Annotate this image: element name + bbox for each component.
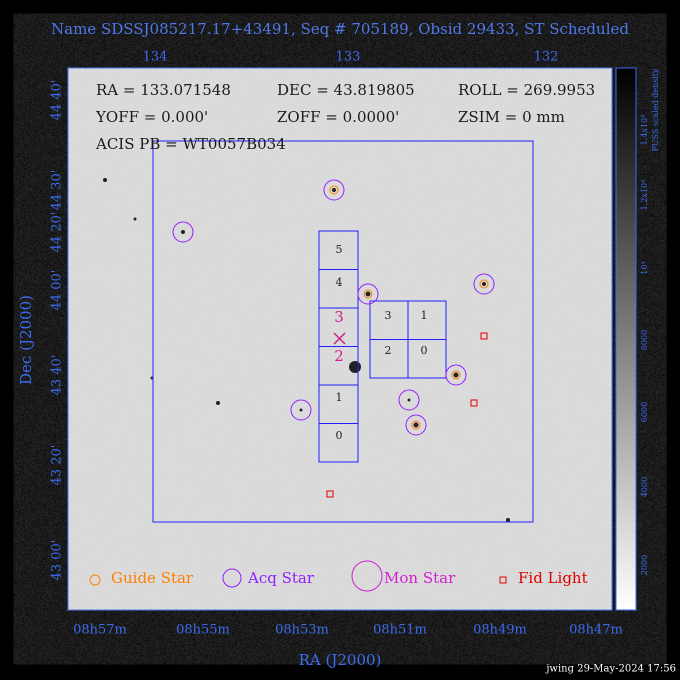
info-text: ACIS PB = WT0057B034 [95, 135, 286, 153]
left-tick-label: 44 40' [50, 80, 65, 121]
markers [89, 179, 507, 592]
info-text: DEC = 43.819805 [277, 81, 415, 99]
x-axis-title: RA (J2000) [299, 651, 382, 669]
ccds [318, 230, 447, 463]
bottom-tick-label: 08h55m [176, 623, 230, 638]
y-axis-title: Dec (J2000) [17, 295, 35, 385]
info-text: YOFF = 0.000' [95, 108, 208, 126]
top-tick-label: 133 [336, 50, 361, 65]
left-tick-label: 44 00' [50, 270, 65, 311]
left-tick-label: 44 20' [50, 212, 65, 253]
info-text: ZSIM = 0 mm [458, 108, 565, 126]
ccd-label: 0 [336, 429, 343, 442]
footer: jwing 29-May-2024 17:56 [545, 664, 676, 675]
legend-label: Guide Star [111, 569, 194, 587]
ccd-label: 4 [336, 276, 343, 289]
colorbar [615, 67, 637, 611]
colorbar-label: 1.4x10⁴ [640, 115, 649, 146]
ccd-label: 0 [421, 344, 428, 357]
colorbar-title: PUSS scaled density [651, 68, 660, 152]
left-tick-label: 43 40' [50, 355, 65, 396]
colorbar-label: 8000 [640, 330, 649, 350]
colorbar-label: 4000 [640, 477, 649, 497]
ccd-label: 1 [421, 309, 428, 322]
info-text: ROLL = 269.9953 [458, 81, 595, 99]
bottom-tick-label: 08h47m [569, 623, 623, 638]
bottom-tick-label: 08h57m [73, 623, 127, 638]
left-tick-label: 43 00' [50, 540, 65, 581]
info-text: ZOFF = 0.0000' [277, 108, 399, 126]
bottom-tick-label: 08h49m [473, 623, 527, 638]
ccd-label: 5 [336, 243, 343, 256]
colorbar-label: 6000 [640, 402, 649, 422]
colorbar-label: 10⁴ [640, 261, 649, 274]
ccd-label: 2 [385, 344, 392, 357]
legend-label: Mon Star [384, 569, 456, 587]
top-tick-label: 134 [143, 50, 168, 65]
info-text: RA = 133.071548 [96, 81, 231, 99]
title: Name SDSSJ085217.17+43491, Seq # 705189,… [51, 20, 629, 38]
legend-label: Fid Light [518, 569, 588, 587]
bottom-tick-label: 08h53m [275, 623, 329, 638]
aimpoint [333, 332, 346, 345]
ccd-label: 2 [334, 347, 344, 365]
legend-label: Acq Star [247, 569, 315, 587]
search-box [152, 140, 534, 523]
ccd-label: 3 [385, 309, 392, 322]
top-tick-label: 132 [534, 50, 559, 65]
left-tick-label: 44 30' [50, 170, 65, 211]
left-tick-label: 43 20' [50, 445, 65, 486]
bottom-tick-label: 08h51m [373, 623, 427, 638]
ccd-label: 3 [334, 308, 344, 326]
ccd-label: 1 [336, 391, 343, 404]
colorbar-label: 1.2x10⁴ [640, 180, 649, 211]
colorbar-label: 2000 [640, 555, 649, 575]
